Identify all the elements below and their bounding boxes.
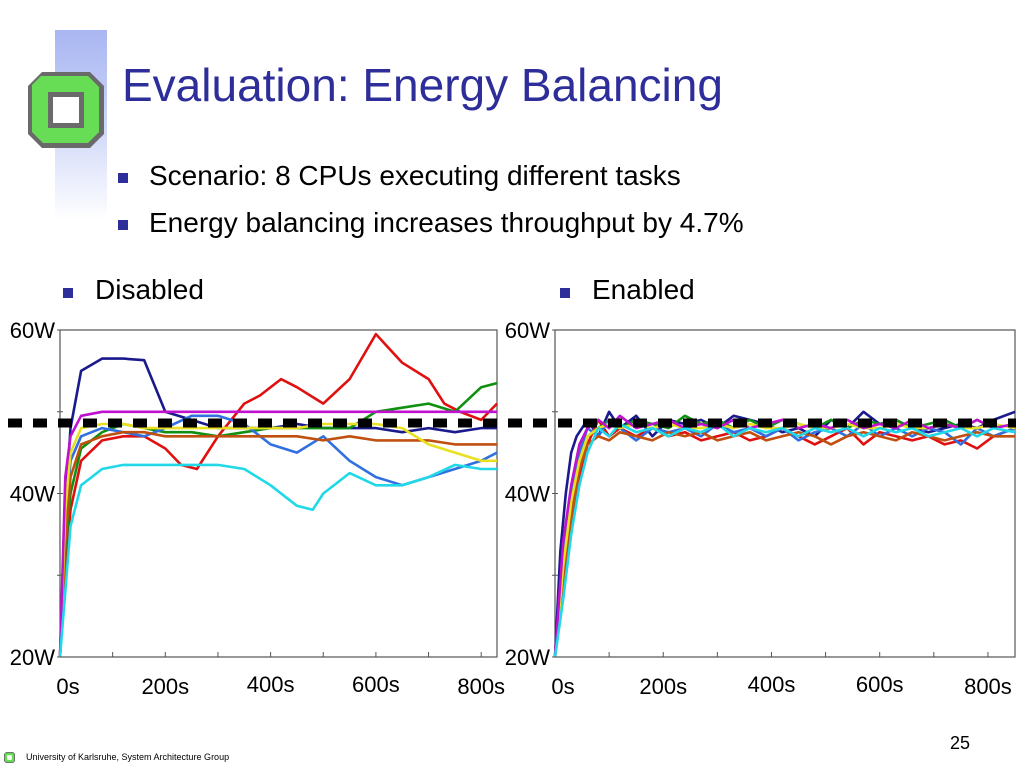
x-tick-label: 200s: [639, 674, 687, 699]
x-tick-label: 200s: [141, 674, 189, 699]
series-line-7: [58, 463, 497, 658]
y-tick-label: 20W: [10, 645, 55, 670]
x-tick-label: 0s: [551, 674, 574, 699]
series-line-7: [553, 422, 1016, 658]
footer-text: University of Karlsruhe, System Architec…: [26, 752, 230, 762]
series-line-6: [58, 410, 497, 658]
x-tick-label: 800s: [457, 674, 505, 699]
series-line-3: [553, 418, 1016, 658]
x-tick-label: 400s: [247, 672, 295, 697]
bullet-square-icon: [560, 288, 570, 298]
label-disabled: Disabled: [95, 274, 204, 305]
plot-frame: [59, 329, 498, 658]
y-tick-label: 60W: [505, 320, 550, 343]
y-tick-label: 40W: [505, 482, 550, 507]
plot-frame: [554, 329, 1016, 658]
series-line-6: [553, 414, 1016, 658]
series-line-1: [58, 332, 498, 658]
slide-title: Evaluation: Energy Balancing: [122, 59, 723, 111]
x-tick-label: 400s: [748, 672, 796, 697]
x-tick-label: 600s: [856, 672, 904, 697]
chart-disabled: 20W 40W 60W 0s 200s 400s 600s 800s: [10, 320, 505, 699]
bullet-square-icon: [63, 288, 73, 298]
x-tick-label: 600s: [352, 672, 400, 697]
bullet-throughput: Energy balancing increases throughput by…: [149, 207, 744, 238]
university-logo: [28, 72, 104, 148]
x-tick-label: 800s: [964, 674, 1012, 699]
bullet-square-icon: [118, 173, 128, 183]
label-enabled: Enabled: [592, 274, 695, 305]
y-tick-label: 60W: [10, 320, 55, 343]
footer-logo-icon: [4, 752, 15, 763]
y-tick-label: 20W: [505, 645, 550, 670]
chart-enabled: 20W 40W 60W 0s 200s 400s 600s 800s: [505, 320, 1016, 699]
bullet-scenario: Scenario: 8 CPUs executing different tas…: [149, 160, 681, 191]
bullet-square-icon: [118, 220, 128, 230]
y-tick-label: 40W: [10, 482, 55, 507]
page-number: 25: [950, 733, 971, 753]
x-tick-label: 0s: [56, 674, 79, 699]
